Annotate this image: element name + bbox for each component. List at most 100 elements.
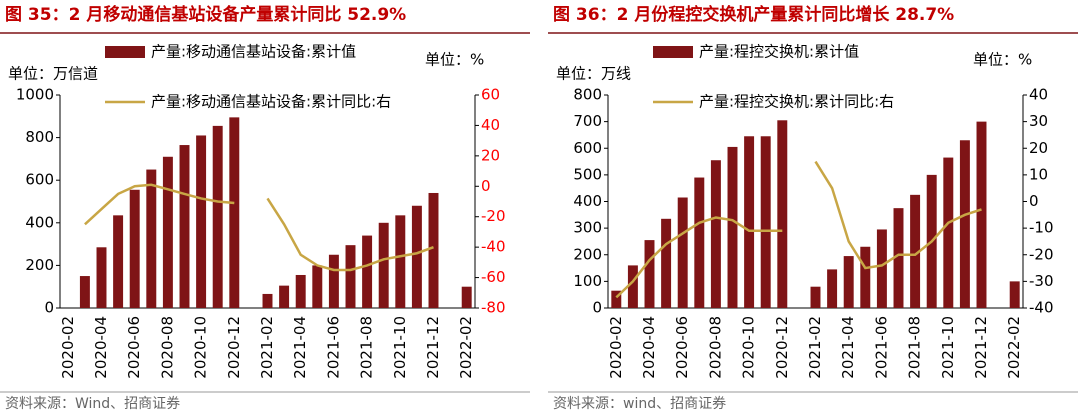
bar bbox=[876, 229, 887, 308]
y-tick-label: 0 bbox=[592, 299, 602, 317]
y-tick-label: 400 bbox=[25, 213, 54, 231]
x-tick-label: 2020-08 bbox=[706, 316, 724, 379]
x-tick-label: 2020-12 bbox=[773, 316, 791, 379]
legend-swatch bbox=[105, 46, 145, 58]
y2-tick-label: 40 bbox=[1029, 86, 1048, 104]
right-unit: 单位：% bbox=[973, 51, 1032, 69]
x-tick-label: 2020-04 bbox=[640, 316, 658, 379]
bar bbox=[179, 145, 190, 308]
bar bbox=[79, 276, 90, 308]
x-tick-label: 2020-10 bbox=[740, 316, 758, 379]
x-tick-label: 2021-04 bbox=[291, 316, 309, 379]
legend-label: 产量:移动通信基站设备:累计同比:右 bbox=[151, 93, 391, 111]
x-tick-label: 2022-02 bbox=[457, 316, 475, 379]
y-tick-label: 800 bbox=[25, 128, 54, 146]
y-tick-label: 800 bbox=[573, 86, 602, 104]
x-tick-label: 2021-06 bbox=[872, 316, 890, 379]
x-tick-label: 2021-12 bbox=[972, 316, 990, 379]
bar bbox=[196, 135, 207, 308]
y2-tick-label: 30 bbox=[1029, 112, 1048, 130]
bar bbox=[262, 293, 273, 308]
left-unit: 单位：万信道 bbox=[8, 65, 98, 83]
y-tick-label: 1000 bbox=[16, 86, 54, 104]
bar bbox=[727, 146, 738, 308]
x-tick-label: 2022-02 bbox=[1005, 316, 1023, 379]
bar bbox=[362, 235, 373, 308]
bar bbox=[345, 245, 356, 308]
bar bbox=[810, 286, 821, 308]
bar bbox=[146, 169, 157, 308]
legend-swatch bbox=[653, 46, 693, 58]
y2-tick-label: 20 bbox=[1029, 139, 1048, 157]
y-tick-label: 200 bbox=[573, 245, 602, 263]
x-tick-label: 2021-12 bbox=[424, 316, 442, 379]
bar bbox=[411, 205, 422, 308]
bar bbox=[959, 140, 970, 308]
bar bbox=[760, 136, 771, 308]
x-tick-label: 2020-06 bbox=[125, 316, 143, 379]
bar bbox=[129, 189, 140, 308]
y-tick-label: 600 bbox=[573, 139, 602, 157]
y2-tick-label: -40 bbox=[1029, 299, 1054, 317]
y-tick-label: 500 bbox=[573, 165, 602, 183]
y-tick-label: 600 bbox=[25, 171, 54, 189]
bar bbox=[976, 121, 987, 308]
bar bbox=[644, 240, 655, 308]
x-tick-label: 2021-02 bbox=[806, 316, 824, 379]
legend-label: 产量:移动通信基站设备:累计值 bbox=[151, 43, 356, 61]
x-tick-label: 2021-06 bbox=[324, 316, 342, 379]
y-tick-label: 300 bbox=[573, 219, 602, 237]
line bbox=[85, 106, 467, 270]
bar bbox=[843, 256, 854, 308]
x-tick-label: 2021-10 bbox=[939, 316, 957, 379]
bar bbox=[677, 197, 688, 308]
y2-tick-label: -60 bbox=[481, 268, 506, 286]
y2-tick-label: 40 bbox=[481, 116, 500, 134]
bar bbox=[777, 120, 788, 308]
y2-tick-label: -80 bbox=[481, 299, 506, 317]
y2-tick-label: 0 bbox=[481, 177, 491, 195]
y-tick-label: 0 bbox=[44, 299, 54, 317]
legend-label: 产量:程控交换机:累计值 bbox=[699, 43, 859, 61]
x-tick-label: 2020-06 bbox=[673, 316, 691, 379]
y2-tick-label: 10 bbox=[1029, 165, 1048, 183]
bar bbox=[943, 157, 954, 308]
x-tick-label: 2020-04 bbox=[92, 316, 110, 379]
bar bbox=[710, 160, 721, 308]
bar bbox=[113, 215, 124, 308]
x-tick-label: 2020-10 bbox=[192, 316, 210, 379]
y2-tick-label: -20 bbox=[481, 207, 506, 225]
y2-tick-label: -40 bbox=[481, 238, 506, 256]
source: 资料来源：Wind、招商证券 bbox=[5, 396, 180, 412]
y2-tick-label: 20 bbox=[481, 146, 500, 164]
bar bbox=[627, 265, 638, 308]
bar bbox=[96, 247, 107, 308]
x-tick-label: 2021-04 bbox=[839, 316, 857, 379]
y2-tick-label: -20 bbox=[1029, 245, 1054, 263]
bar bbox=[827, 269, 838, 308]
bar bbox=[229, 117, 240, 309]
chart-title: 图 35：2 月移动通信基站设备产量累计同比 52.9% bbox=[5, 4, 406, 25]
bar bbox=[378, 222, 389, 308]
bar bbox=[428, 192, 439, 308]
y2-tick-label: 0 bbox=[1029, 192, 1039, 210]
y-tick-label: 200 bbox=[25, 256, 54, 274]
bar bbox=[212, 125, 223, 308]
bar bbox=[1009, 281, 1020, 308]
legend-label: 产量:程控交换机:累计同比:右 bbox=[699, 93, 894, 111]
x-tick-label: 2020-08 bbox=[158, 316, 176, 379]
bar bbox=[661, 218, 672, 308]
bar bbox=[461, 286, 472, 308]
bar bbox=[328, 254, 339, 308]
line bbox=[616, 125, 1014, 297]
y2-tick-label: -10 bbox=[1029, 219, 1054, 237]
x-tick-label: 2021-10 bbox=[391, 316, 409, 379]
left-unit: 单位：万线 bbox=[556, 65, 631, 83]
bar bbox=[395, 215, 406, 308]
x-tick-label: 2020-12 bbox=[225, 316, 243, 379]
bar bbox=[295, 274, 306, 308]
y-tick-label: 400 bbox=[573, 192, 602, 210]
right-unit: 单位：% bbox=[425, 51, 484, 69]
chart-title: 图 36：2 月份程控交换机产量累计同比增长 28.7% bbox=[553, 4, 954, 25]
